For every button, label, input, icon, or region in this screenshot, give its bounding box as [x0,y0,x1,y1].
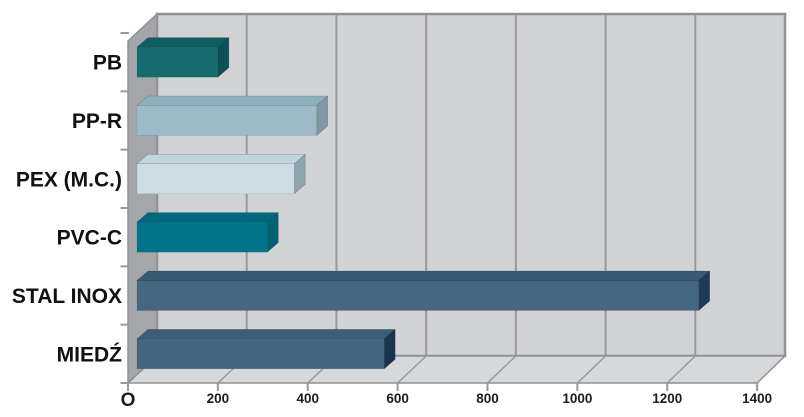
bar-pex-m-c [136,153,307,195]
category-label-pex-m-c: PEX (M.C.) [16,168,122,191]
category-label-stal-inox: STAL INOX [12,285,122,308]
bar-top-face [136,37,230,48]
x-tick-label-1400: 1400 [742,391,772,406]
bar-pp-r [136,95,329,137]
category-label-miedz: MIEDŹ [57,343,123,366]
bar-stal-inox [136,270,711,312]
floor-grid-line-800 [486,355,517,384]
x-tick-label-800: 800 [476,391,499,406]
floor-grid-line-1000 [576,355,607,384]
bar-top-face [136,212,280,223]
bar-top-face [136,95,329,106]
category-label-pb: PB [93,52,122,75]
x-tick-label-400: 400 [296,391,319,406]
x-tick-label-600: 600 [386,391,409,406]
bar-top-face [136,270,711,281]
bar-front-face [136,338,385,370]
bar-pb [136,37,230,78]
floor-grid-line-1200 [666,355,696,384]
bar-front-face [136,163,295,195]
category-label-pvc-c: PVC-C [57,227,122,250]
bar-front-face [136,105,317,136]
bar-front-face [136,221,268,253]
bar-front-face [136,280,699,311]
bar-front-face [136,46,219,78]
bar-pvc-c [136,212,280,253]
bar-end-face [217,37,230,78]
bar-miedz [136,328,396,370]
category-label-pp-r: PP-R [72,110,122,133]
bar-top-face [136,329,396,340]
x-tick-label-200: 200 [207,391,230,406]
bar-top-face [136,154,307,165]
x-tick-label-1200: 1200 [652,391,682,406]
x-tick-label-0: O [121,390,136,411]
x-tick-label-1000: 1000 [562,391,592,406]
floor-grid-line-600 [397,355,427,384]
